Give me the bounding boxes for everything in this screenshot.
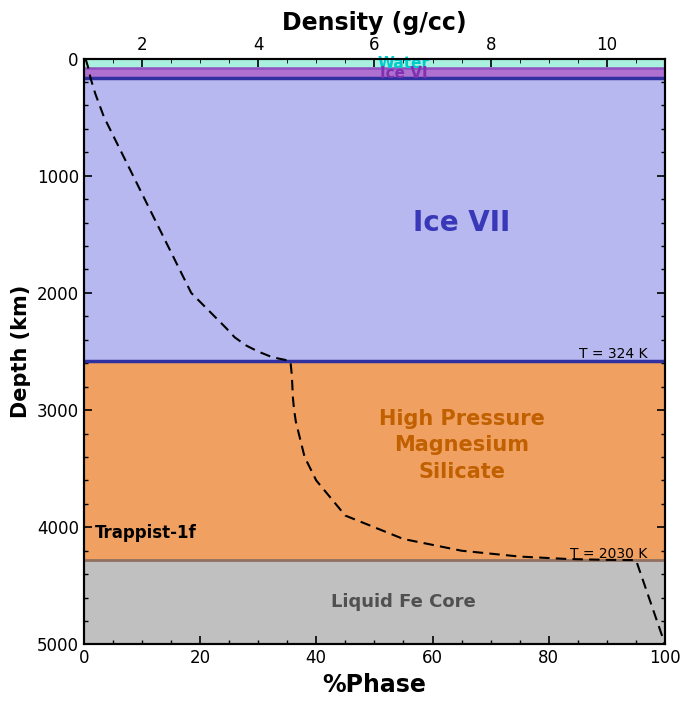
Text: Ice VI: Ice VI [380, 66, 427, 81]
Bar [84, 59, 665, 68]
X-axis label: Density (g/cc): Density (g/cc) [282, 11, 466, 35]
Text: High Pressure
Magnesium
Silicate: High Pressure Magnesium Silicate [379, 409, 545, 481]
Bar [84, 361, 665, 560]
Text: Liquid Fe Core: Liquid Fe Core [331, 593, 476, 611]
Text: T = 324 K: T = 324 K [579, 347, 648, 361]
Bar [84, 79, 665, 361]
Text: T = 2030 K: T = 2030 K [570, 547, 648, 561]
Y-axis label: Depth (km): Depth (km) [11, 285, 31, 418]
Bar [84, 68, 665, 79]
Text: Ice VII: Ice VII [413, 209, 510, 236]
Bar [84, 560, 665, 644]
Text: Water: Water [377, 56, 430, 71]
Text: Trappist-1f: Trappist-1f [95, 524, 197, 542]
X-axis label: %Phase: %Phase [322, 673, 426, 697]
